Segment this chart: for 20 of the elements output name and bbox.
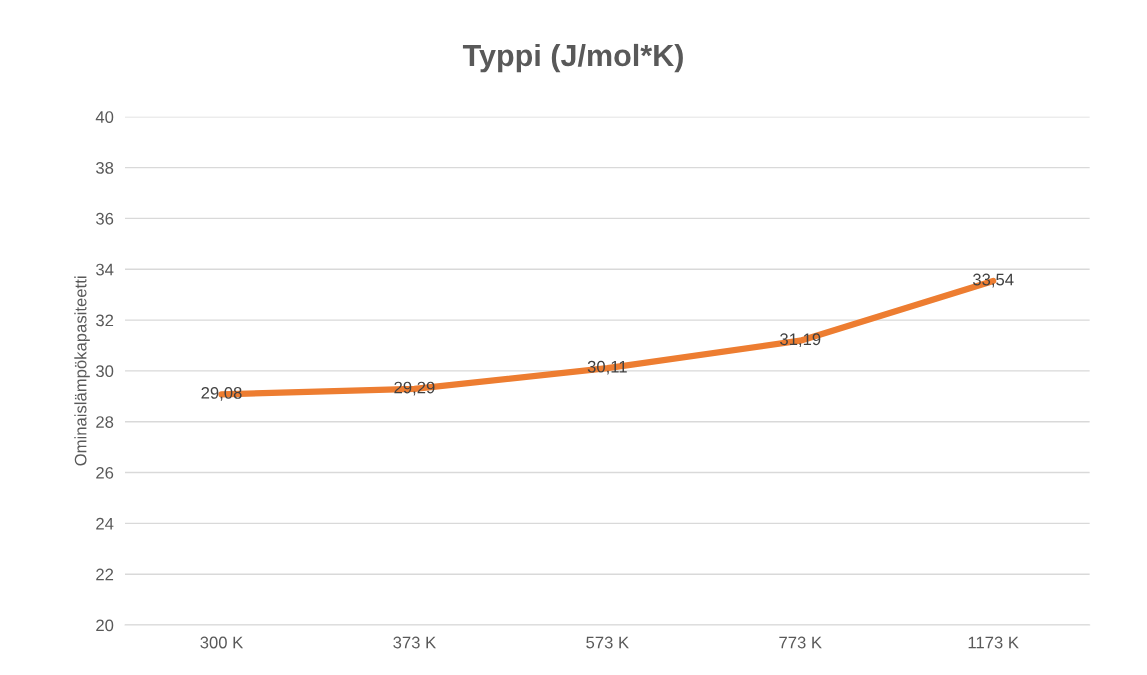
data-label: 29,08 — [201, 386, 242, 401]
x-tick-label: 373 K — [393, 636, 436, 649]
x-tick-label: 1173 K — [968, 636, 1019, 649]
y-tick-label: 38 — [96, 162, 114, 174]
x-tick-label: 573 K — [586, 636, 629, 649]
y-tick-label: 24 — [96, 517, 114, 530]
y-tick-label: 40 — [95, 111, 114, 123]
y-tick-label: 34 — [96, 263, 114, 276]
y-tick-label: 28 — [96, 416, 114, 428]
y-axis-title: Ominaislämpökapasiteetti — [74, 276, 90, 466]
y-tick-label: 32 — [96, 314, 114, 327]
y-tick-label: 22 — [96, 568, 114, 581]
y-tick-label: 20 — [96, 619, 114, 632]
x-tick-label: 773 K — [779, 636, 822, 649]
y-tick-label: 30 — [96, 365, 114, 378]
y-tick-label: 26 — [96, 466, 114, 479]
data-label: 33,54 — [972, 273, 1014, 288]
x-tick-label: 300 K — [200, 636, 244, 649]
chart-title: Typpi (J/mol*K) — [462, 43, 683, 73]
y-tick-label: 36 — [96, 212, 114, 225]
